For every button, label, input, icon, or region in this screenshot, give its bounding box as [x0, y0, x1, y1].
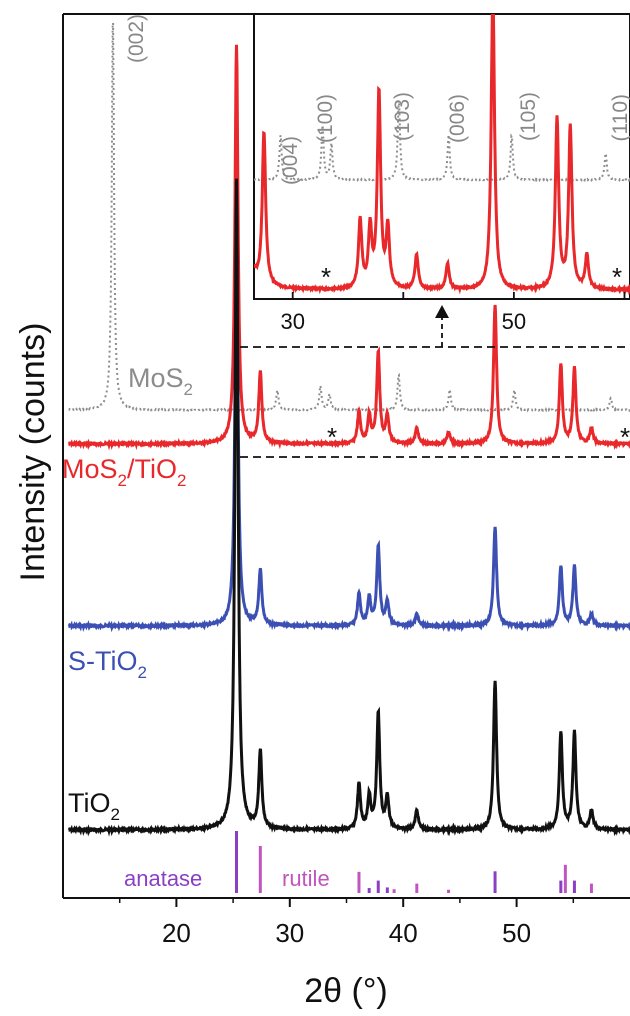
series-label-mos2: MoS2	[128, 363, 193, 399]
x-tick-label-20: 20	[162, 918, 191, 948]
hkl-label-105: (105)	[517, 92, 540, 141]
x-tick-label-50: 50	[502, 918, 531, 948]
asterisk-marker: *	[327, 422, 337, 452]
x-tick-label-30: 30	[275, 918, 304, 948]
asterisk-marker: *	[620, 422, 630, 452]
inset-tick-label-50: 50	[502, 309, 526, 334]
ref-label-rutile: rutile	[282, 866, 330, 891]
inset-tick-label-30: 30	[280, 309, 304, 334]
hkl-label-110: (110)	[609, 94, 630, 141]
series-label-s-tio2: S-TiO2	[68, 646, 147, 682]
hkl-label-004: (004)	[279, 136, 302, 185]
series-line-tio2	[67, 178, 630, 837]
series-line-mos2-tio2	[67, 44, 630, 451]
zoom-arrow-head	[435, 305, 449, 318]
series-line-mos2	[68, 20, 630, 413]
series-line-s-tio2	[67, 226, 630, 633]
hkl-label-002: (002)	[125, 14, 148, 63]
hkl-label-103: (103)	[391, 92, 414, 141]
hkl-label-100: (100)	[314, 94, 337, 143]
y-axis-title: Intensity (counts)	[14, 323, 52, 582]
inset-series-mos2	[254, 97, 630, 183]
hkl-label-006: (006)	[446, 94, 469, 143]
series-label-mos2-tio2: MoS2/TiO2	[62, 454, 186, 490]
asterisk-marker: *	[321, 262, 331, 292]
ref-label-anatase: anatase	[124, 866, 202, 891]
x-tick-label-40: 40	[389, 918, 418, 948]
x-axis-title: 2θ (°)	[304, 972, 388, 1010]
series-label-tio2: TiO2	[68, 788, 120, 824]
asterisk-marker: *	[612, 262, 622, 292]
inset-series-mos2-tio2	[254, 14, 630, 296]
